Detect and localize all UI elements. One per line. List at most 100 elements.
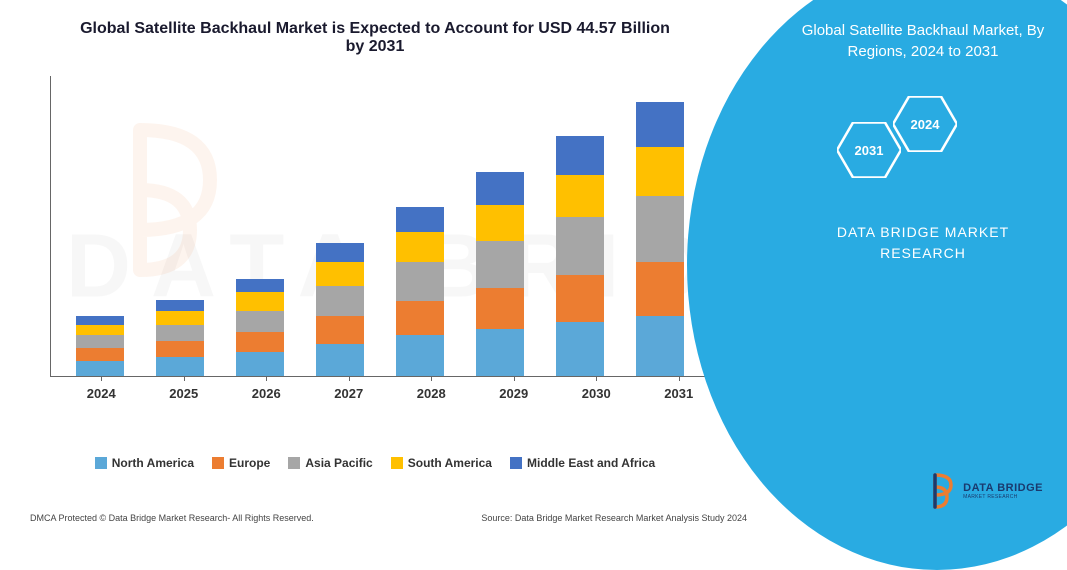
bar-2029: [476, 172, 524, 376]
legend-label: Asia Pacific: [305, 456, 372, 470]
segment: [476, 205, 524, 241]
legend-label: South America: [408, 456, 492, 470]
bar-2025: [156, 300, 204, 376]
bar-group: [630, 102, 690, 376]
segment: [636, 262, 684, 316]
logo-bottom: DATA BRIDGE MARKET RESEARCH: [929, 473, 1043, 509]
logo-text: DATA BRIDGE: [963, 483, 1043, 494]
segment: [236, 292, 284, 310]
segment: [76, 325, 124, 336]
x-tick: [431, 376, 432, 381]
segment: [156, 341, 204, 357]
segment: [76, 316, 124, 325]
segment: [636, 196, 684, 262]
x-label: 2030: [566, 386, 626, 401]
segment: [556, 136, 604, 175]
segment: [156, 311, 204, 325]
x-label: 2031: [649, 386, 709, 401]
x-tick: [349, 376, 350, 381]
segment: [316, 262, 364, 286]
bar-2031: [636, 102, 684, 376]
hex-2024: 2024: [893, 96, 957, 152]
segment: [156, 357, 204, 376]
x-label: 2024: [71, 386, 131, 401]
segment: [476, 241, 524, 288]
bar-group: [310, 243, 370, 376]
segment: [396, 335, 444, 376]
legend: North America Europe Asia Pacific South Ame…: [30, 456, 720, 470]
brand-text: DATA BRIDGE MARKET RESEARCH: [797, 222, 1049, 264]
x-tick: [679, 376, 680, 381]
segment: [236, 332, 284, 352]
bars-container: [50, 76, 710, 376]
bar-group: [70, 316, 130, 376]
segment: [316, 243, 364, 262]
legend-swatch: [95, 457, 107, 469]
x-label: 2025: [154, 386, 214, 401]
segment: [476, 329, 524, 376]
bar-2027: [316, 243, 364, 376]
right-title: Global Satellite Backhaul Market, By Reg…: [797, 20, 1049, 62]
legend-swatch: [212, 457, 224, 469]
segment: [156, 325, 204, 341]
x-tick: [514, 376, 515, 381]
segment: [316, 344, 364, 376]
bar-2026: [236, 279, 284, 376]
left-panel: Global Satellite Backhaul Market is Expe…: [0, 0, 740, 533]
legend-item: Europe: [212, 456, 270, 470]
segment: [316, 286, 364, 316]
hexagon-group: 2031 2024: [797, 92, 1049, 202]
x-tick: [596, 376, 597, 381]
hex-2031: 2031: [837, 122, 901, 178]
brand-line-1: DATA BRIDGE MARKET: [797, 222, 1049, 243]
bar-group: [150, 300, 210, 376]
x-label: 2028: [401, 386, 461, 401]
segment: [236, 279, 284, 293]
chart-title: Global Satellite Backhaul Market is Expe…: [30, 20, 720, 56]
segment: [556, 217, 604, 275]
legend-swatch: [391, 457, 403, 469]
x-tick: [184, 376, 185, 381]
x-tick: [266, 376, 267, 381]
x-label: 2029: [484, 386, 544, 401]
segment: [236, 352, 284, 376]
segment: [76, 348, 124, 361]
bar-group: [550, 136, 610, 376]
segment: [396, 207, 444, 233]
bar-2024: [76, 316, 124, 376]
legend-item: Asia Pacific: [288, 456, 372, 470]
legend-swatch: [510, 457, 522, 469]
segment: [556, 322, 604, 376]
bar-2030: [556, 136, 604, 376]
chart-area: 2024 2025 2026 2027 2028 2029 2030 2031: [50, 76, 730, 406]
legend-item: South America: [391, 456, 492, 470]
segment: [156, 300, 204, 311]
legend-item: North America: [95, 456, 194, 470]
segment: [396, 232, 444, 262]
legend-item: Middle East and Africa: [510, 456, 655, 470]
bar-2028: [396, 207, 444, 376]
segment: [556, 175, 604, 218]
segment: [76, 361, 124, 376]
bar-group: [470, 172, 530, 376]
x-tick: [101, 376, 102, 381]
segment: [636, 147, 684, 196]
x-label: 2027: [319, 386, 379, 401]
hex-label-2024: 2024: [911, 117, 940, 132]
segment: [236, 311, 284, 332]
segment: [636, 316, 684, 376]
legend-swatch: [288, 457, 300, 469]
brand-line-2: RESEARCH: [797, 243, 1049, 264]
segment: [396, 301, 444, 335]
x-axis: [50, 376, 710, 377]
segment: [476, 288, 524, 329]
legend-label: North America: [112, 456, 194, 470]
logo-subtext: MARKET RESEARCH: [963, 494, 1043, 500]
logo-icon: [929, 473, 957, 509]
segment: [556, 275, 604, 322]
bar-group: [230, 279, 290, 376]
legend-label: Middle East and Africa: [527, 456, 655, 470]
segment: [396, 262, 444, 301]
segment: [316, 316, 364, 344]
x-label: 2026: [236, 386, 296, 401]
